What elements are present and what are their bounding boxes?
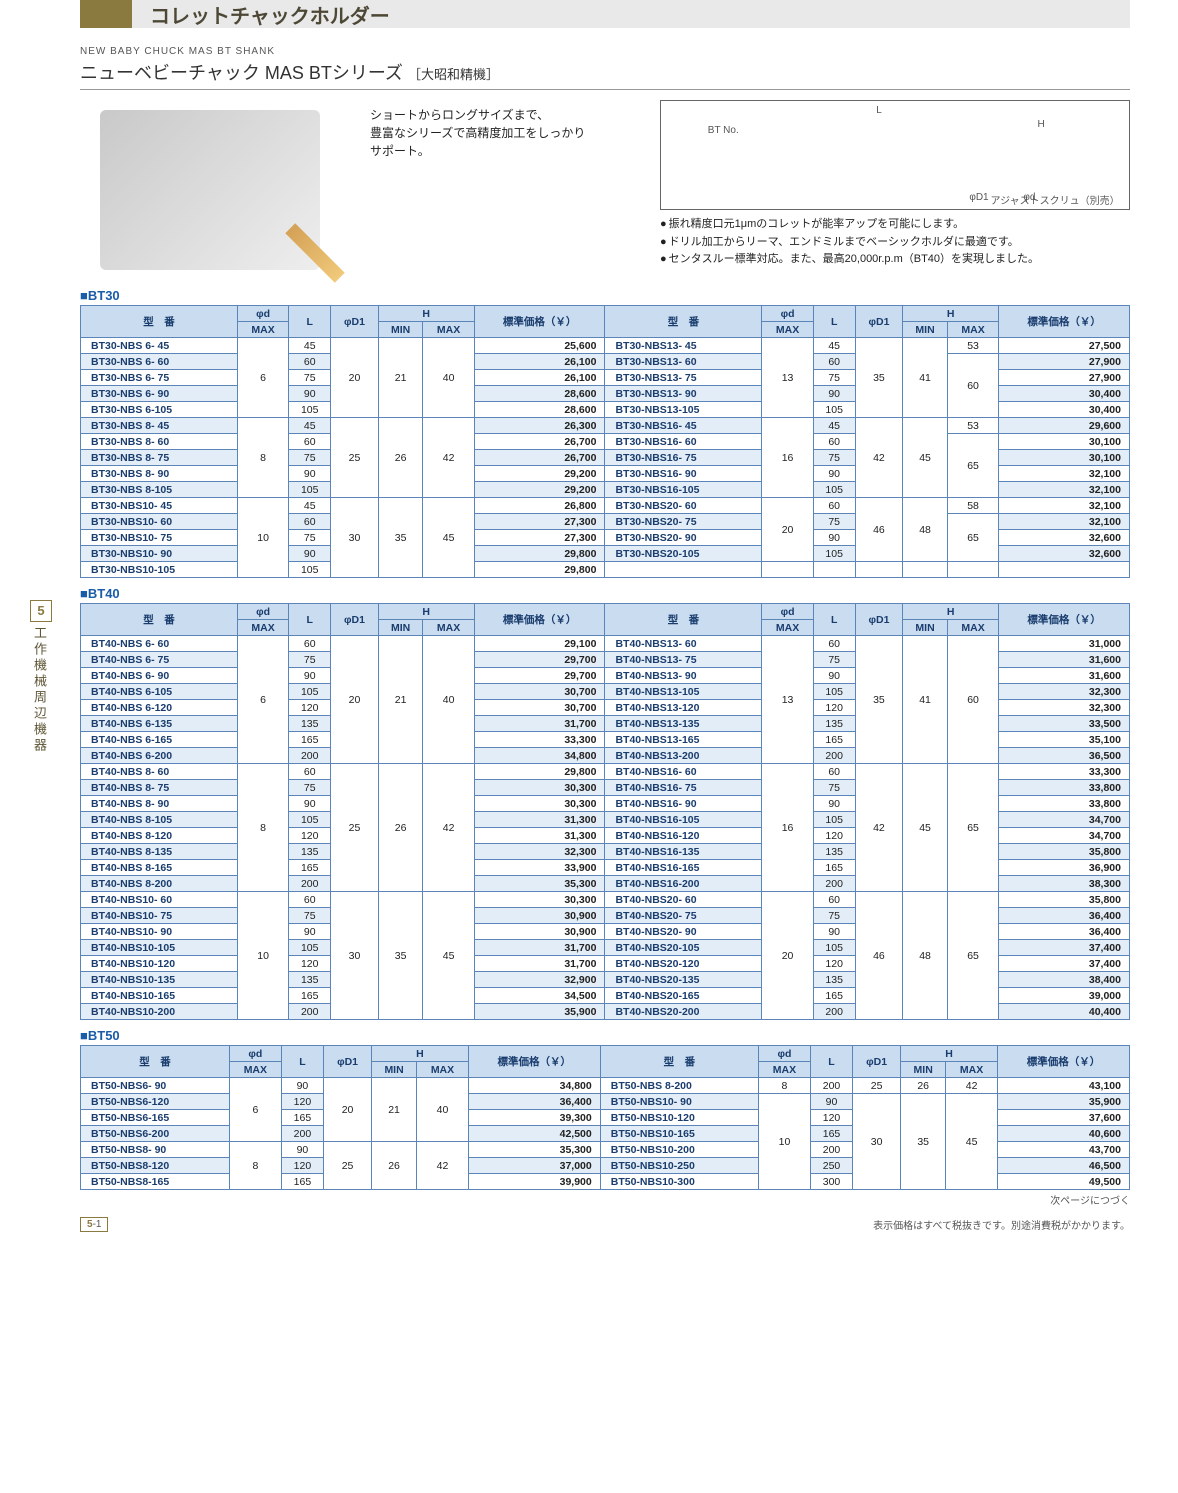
table-row: BT50-NBS6- 9069020214034,800BT50-NBS 8-2… (81, 1078, 1130, 1094)
side-tab: 5 工作機械周辺機器 (30, 600, 54, 754)
side-tab-num: 5 (30, 600, 52, 622)
section-heading: BT40 (80, 586, 1130, 601)
table-row: BT40-NBS 8- 6086025264229,800BT40-NBS16-… (81, 764, 1130, 780)
table-row: BT30-NBS 8- 4584525264226,300BT30-NBS16-… (81, 418, 1130, 434)
table-row: BT30-NBS 6- 4564520214025,600BT30-NBS13-… (81, 338, 1130, 354)
table-row: BT40-NBS 6- 6066020214029,100BT40-NBS13-… (81, 636, 1130, 652)
technical-diagram: L H BT No. φD1 φd アジャストスクリュ（別売） (660, 100, 1130, 210)
table-row: BT30-NBS10- 45104530354526,800BT30-NBS20… (81, 498, 1130, 514)
page-title: コレットチャックホルダー (132, 0, 1130, 28)
intro-text: ショートからロングサイズまで、豊富なシリーズで高精度加工をしっかりサポート。 (370, 100, 630, 280)
footer-note: 表示価格はすべて税抜きです。別途消費税がかかります。 (873, 1217, 1130, 1232)
spec-table-BT50: 型 番φdLφD1H標準価格（￥） 型 番φdLφD1H標準価格（￥） MAXM… (80, 1045, 1130, 1190)
section-heading: BT50 (80, 1028, 1130, 1043)
english-subtitle: NEW BABY CHUCK MAS BT SHANK (80, 46, 1130, 57)
spec-table-BT30: 型 番φdLφD1H標準価格（￥） 型 番φdLφD1H標準価格（￥） MAXM… (80, 305, 1130, 578)
series-title: ニューベビーチャック MAS BTシリーズ ［大昭和精機］ (80, 59, 1130, 90)
header-band: コレットチャックホルダー (80, 0, 1130, 28)
page-number: 5-1 (80, 1217, 108, 1232)
next-page-note: 次ページにつづく (80, 1192, 1130, 1207)
table-row: BT40-NBS10- 60106030354530,300BT40-NBS20… (81, 892, 1130, 908)
feature-bullets: 振れ精度口元1μmのコレットが能率アップを可能にします。ドリル加工からリーマ、エ… (660, 216, 1130, 269)
section-heading: BT30 (80, 288, 1130, 303)
product-image (80, 100, 340, 280)
side-tab-label: 工作機械周辺機器 (30, 626, 49, 754)
spec-table-BT40: 型 番φdLφD1H標準価格（￥） 型 番φdLφD1H標準価格（￥） MAXM… (80, 603, 1130, 1020)
